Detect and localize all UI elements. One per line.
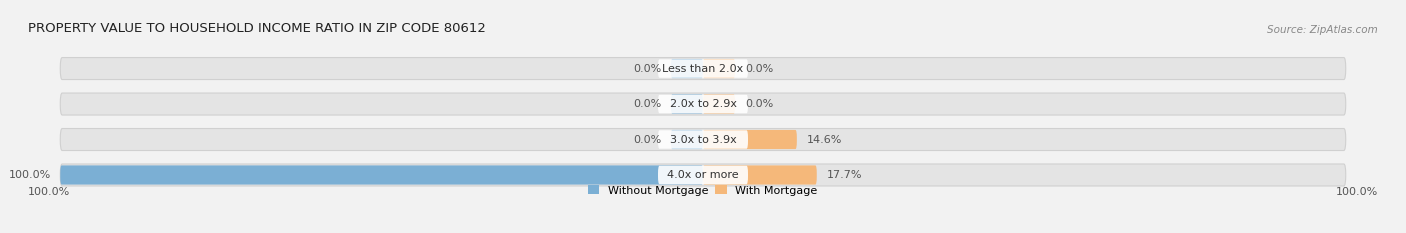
FancyBboxPatch shape [658,130,748,149]
FancyBboxPatch shape [60,58,1346,79]
Text: 0.0%: 0.0% [633,64,661,74]
Text: 0.0%: 0.0% [745,99,773,109]
Text: 0.0%: 0.0% [745,64,773,74]
FancyBboxPatch shape [60,164,1346,186]
Text: Source: ZipAtlas.com: Source: ZipAtlas.com [1267,25,1378,35]
Text: 100.0%: 100.0% [8,170,51,180]
FancyBboxPatch shape [703,130,797,149]
FancyBboxPatch shape [671,94,703,114]
Text: 100.0%: 100.0% [1336,187,1378,197]
FancyBboxPatch shape [658,166,748,184]
Text: 0.0%: 0.0% [633,99,661,109]
Text: 3.0x to 3.9x: 3.0x to 3.9x [669,134,737,144]
Text: 4.0x or more: 4.0x or more [668,170,738,180]
Text: Less than 2.0x: Less than 2.0x [662,64,744,74]
FancyBboxPatch shape [671,59,703,78]
FancyBboxPatch shape [658,95,748,113]
Text: 14.6%: 14.6% [807,134,842,144]
Text: PROPERTY VALUE TO HOUSEHOLD INCOME RATIO IN ZIP CODE 80612: PROPERTY VALUE TO HOUSEHOLD INCOME RATIO… [28,22,486,35]
FancyBboxPatch shape [60,165,703,185]
FancyBboxPatch shape [703,94,735,114]
Legend: Without Mortgage, With Mortgage: Without Mortgage, With Mortgage [588,185,818,196]
FancyBboxPatch shape [671,130,703,149]
Text: 0.0%: 0.0% [633,134,661,144]
Text: 100.0%: 100.0% [28,187,70,197]
FancyBboxPatch shape [703,59,735,78]
FancyBboxPatch shape [60,93,1346,115]
FancyBboxPatch shape [658,59,748,78]
Text: 2.0x to 2.9x: 2.0x to 2.9x [669,99,737,109]
Text: 17.7%: 17.7% [827,170,862,180]
FancyBboxPatch shape [703,165,817,185]
FancyBboxPatch shape [60,129,1346,151]
